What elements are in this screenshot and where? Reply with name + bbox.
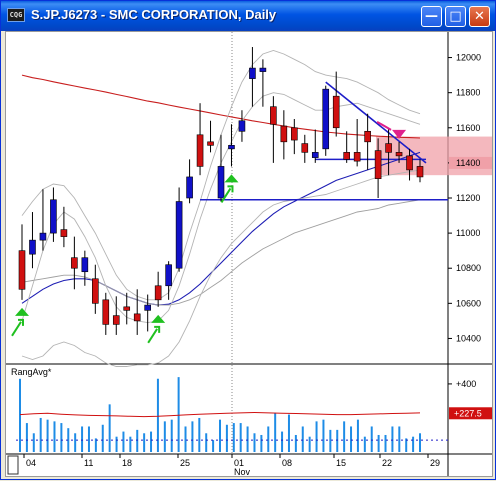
buy-arrow-icon	[151, 314, 166, 323]
range-value-badge	[449, 407, 492, 420]
buy-arrow-icon	[224, 174, 239, 183]
price-tick-label: 10800	[456, 263, 481, 273]
indicator-title: RangAvg*	[11, 367, 52, 377]
candle-body	[154, 285, 162, 301]
candle-body	[249, 67, 256, 79]
close-icon[interactable]: ✕	[469, 6, 490, 27]
candle-body	[102, 299, 110, 325]
moving-average-line	[21, 151, 421, 306]
candle-body	[123, 306, 131, 311]
candle-body	[29, 239, 36, 255]
date-tick-label: 29	[430, 458, 440, 468]
buy-pointer-head-icon	[154, 325, 161, 333]
price-highlight	[449, 156, 492, 169]
month-label: Nov	[234, 467, 251, 476]
candle-body	[343, 152, 350, 160]
moving-average-line	[21, 74, 421, 139]
candle-body	[71, 257, 78, 269]
title-bar[interactable]: CQG S.JP.J6273 - SMC CORPORATION, Daily …	[1, 1, 495, 31]
date-tick-label: 25	[180, 458, 190, 468]
price-tick-label: 11000	[456, 228, 480, 238]
app-icon[interactable]: CQG	[7, 8, 25, 22]
candle-body	[196, 134, 204, 167]
candle-body	[81, 257, 89, 273]
maximize-icon[interactable]: □	[445, 6, 466, 27]
buy-pointer-icon	[220, 187, 232, 203]
candle-body	[92, 278, 99, 304]
resistance-zone	[376, 136, 492, 176]
buy-pointer-head-icon	[18, 318, 24, 326]
candle-body	[112, 315, 120, 325]
price-pane[interactable]	[6, 32, 448, 364]
candle-body	[217, 166, 225, 199]
date-tick-label: 22	[382, 458, 392, 468]
candle-body	[395, 152, 403, 157]
candle-body	[322, 88, 330, 150]
candle-body	[374, 150, 382, 179]
price-tick-label: 11400	[456, 158, 480, 168]
candle-body	[175, 201, 183, 269]
candle-body	[353, 152, 361, 162]
minimize-icon[interactable]: —	[421, 6, 442, 27]
date-tick-label: 11	[84, 458, 93, 468]
candle-body	[144, 304, 151, 311]
date-tick-label: 01	[234, 458, 244, 468]
price-tick-label: 11200	[456, 193, 480, 203]
date-tick-label: 15	[336, 458, 346, 468]
range-tick-label: +400	[456, 379, 476, 389]
sell-arrow-icon	[392, 129, 407, 139]
moving-average-line	[21, 169, 421, 367]
candle-body	[18, 250, 26, 290]
candle-body	[259, 67, 267, 72]
buy-pointer-icon	[11, 321, 22, 337]
moving-average-line	[21, 199, 421, 306]
buy-arrow-icon	[15, 307, 29, 316]
candle-body	[291, 127, 298, 141]
scroll-thumb[interactable]	[7, 455, 19, 475]
candle-body	[207, 141, 214, 146]
candle-body	[133, 313, 141, 322]
price-tick-label: 11600	[456, 123, 480, 133]
candle-body	[416, 166, 424, 178]
candle-body	[50, 199, 57, 234]
buy-pointer-icon	[147, 328, 158, 344]
chart-canvas[interactable]: 10400 10600 10800 11000 11200 11400 11600 11800…	[6, 32, 492, 477]
price-tick-label: 10400	[456, 333, 481, 343]
candle-body	[364, 130, 371, 143]
window-title: S.JP.J6273 - SMC CORPORATION, Daily	[31, 7, 277, 22]
candle-body	[280, 125, 288, 143]
date-tick-label: 08	[282, 458, 292, 468]
candle-body	[186, 176, 193, 199]
price-tick-label: 11800	[456, 88, 480, 98]
range-average-line	[19, 411, 421, 418]
candle-body	[39, 232, 47, 241]
candle-body	[165, 264, 172, 287]
price-tick-label: 12000	[456, 53, 481, 63]
range-value-label: +227.5	[454, 408, 482, 418]
candle-body	[385, 143, 392, 153]
price-tick-label: 10600	[456, 298, 481, 308]
candle-body	[60, 229, 68, 237]
candle-body	[301, 143, 309, 153]
candle-body	[238, 120, 246, 132]
date-tick-label: 04	[26, 458, 36, 468]
candle-body	[332, 95, 340, 129]
sell-pointer-icon	[376, 120, 392, 131]
chart-area[interactable]: 10400 10600 10800 11000 11200 11400 11600 11800…	[5, 31, 493, 477]
candle-body	[311, 152, 319, 158]
date-tick-label: 18	[122, 458, 132, 468]
candle-body	[228, 145, 235, 150]
candle-body	[406, 155, 413, 171]
buy-pointer-head-icon	[227, 185, 234, 193]
candle-body	[270, 106, 277, 125]
